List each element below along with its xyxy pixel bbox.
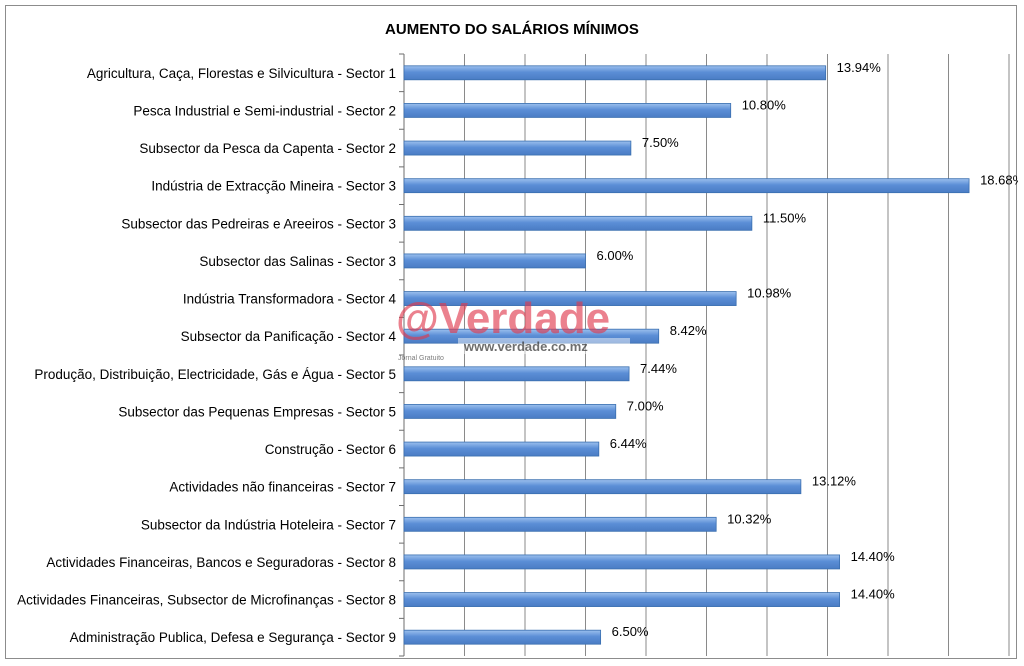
bar: [403, 103, 732, 118]
chart-frame: AUMENTO DO SALÁRIOS MÍNIMOS Agricultura,…: [5, 5, 1018, 659]
watermark-tagline: Jornal Gratuito: [398, 355, 444, 362]
category-label: Construção - Sector 6: [265, 442, 396, 457]
bar: [403, 215, 753, 231]
data-label: 10.80%: [742, 97, 787, 112]
data-label: 18.68%: [980, 173, 1018, 188]
category-label: Actividades Financeiras, Bancos e Segura…: [46, 555, 396, 570]
data-label: 8.42%: [670, 323, 707, 338]
data-label: 7.44%: [640, 361, 677, 376]
data-label: 13.12%: [812, 474, 857, 489]
watermark-url-bg: [458, 338, 630, 354]
category-label: Actividades não financeiras - Sector 7: [169, 480, 396, 495]
bar: [403, 554, 841, 570]
category-label: Agricultura, Caça, Florestas e Silvicult…: [87, 66, 396, 81]
category-label: Subsector das Pedreiras e Areeiros - Sec…: [121, 216, 396, 231]
watermark-logo: @Verdade www.verdade.co.mz Jornal Gratui…: [396, 294, 630, 362]
data-label: 10.98%: [747, 286, 792, 301]
labels-layer: Agricultura, Caça, Florestas e Silvicult…: [17, 60, 1018, 645]
category-label: Subsector da Pesca da Capenta - Sector 2: [139, 141, 396, 156]
bar: [403, 441, 600, 457]
category-label: Subsector das Pequenas Empresas - Sector…: [118, 404, 396, 419]
data-label: 14.40%: [851, 549, 896, 564]
category-label: Subsector da Indústria Hoteleira - Secto…: [141, 517, 396, 532]
bar: [403, 178, 970, 194]
data-label: 7.00%: [627, 398, 664, 413]
bar: [403, 404, 617, 419]
bar: [403, 291, 737, 306]
data-label: 14.40%: [851, 587, 896, 602]
category-label: Subsector da Panificação - Sector 4: [181, 329, 397, 344]
category-label: Indústria Transformadora - Sector 4: [183, 292, 397, 307]
bar: [403, 140, 632, 156]
bar: [403, 479, 802, 495]
bar: [403, 253, 586, 269]
bars-layer: [403, 65, 970, 645]
data-label: 7.50%: [642, 135, 679, 150]
data-label: 6.44%: [610, 436, 647, 451]
category-label: Produção, Distribuição, Electricidade, G…: [34, 367, 396, 382]
watermark-url: www.verdade.co.mz: [463, 339, 588, 354]
chart-title: AUMENTO DO SALÁRIOS MÍNIMOS: [385, 21, 639, 38]
bar: [403, 65, 827, 81]
category-label: Pesca Industrial e Semi-industrial - Sec…: [133, 103, 396, 118]
bar: [403, 516, 717, 532]
category-label: Indústria de Extracção Mineira - Sector …: [151, 179, 396, 194]
watermark-logo-text: @Verdade: [396, 294, 610, 343]
data-label: 11.50%: [763, 210, 807, 225]
bar: [403, 328, 660, 344]
bar: [403, 629, 602, 645]
category-label: Actividades Financeiras, Subsector de Mi…: [17, 593, 396, 608]
data-label: 10.32%: [727, 511, 772, 526]
data-label: 6.00%: [597, 248, 634, 263]
chart-svg: AUMENTO DO SALÁRIOS MÍNIMOS Agricultura,…: [17, 21, 1018, 657]
bar: [403, 366, 630, 382]
data-label: 13.94%: [837, 60, 882, 75]
data-label: 6.50%: [612, 624, 649, 639]
category-label: Subsector das Salinas - Sector 3: [199, 254, 396, 269]
bar: [403, 592, 841, 607]
category-label: Administração Publica, Defesa e Seguranç…: [70, 630, 396, 645]
